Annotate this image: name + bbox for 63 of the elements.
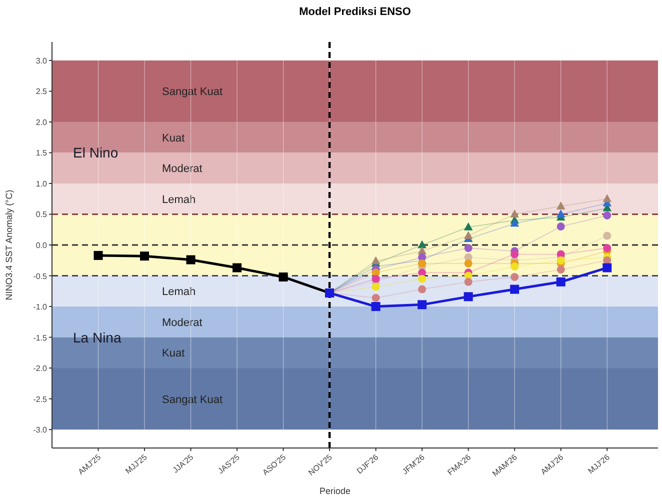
point <box>372 274 380 283</box>
y-tick-label: 0.0 <box>36 241 48 250</box>
annotation: La Nina <box>73 329 122 346</box>
y-tick-label: 0.5 <box>36 210 48 220</box>
y-tick-label: 3.0 <box>36 56 48 66</box>
y-tick-label: -1.0 <box>33 302 48 312</box>
y-tick-label: 1.0 <box>36 179 48 188</box>
point <box>556 277 566 286</box>
point <box>602 263 612 272</box>
point <box>510 262 519 271</box>
point <box>464 292 473 302</box>
band-label: Kuat <box>162 132 185 144</box>
point <box>418 274 426 283</box>
point <box>510 272 519 281</box>
x-axis-title: Periode <box>319 486 351 496</box>
band-label: Sangat Kuat <box>162 86 223 98</box>
point <box>510 218 519 227</box>
point <box>556 266 565 274</box>
point <box>418 300 427 310</box>
point <box>464 230 473 239</box>
point <box>603 211 612 220</box>
point <box>371 302 380 312</box>
point <box>464 222 473 230</box>
point <box>510 250 519 258</box>
point <box>510 284 520 294</box>
point <box>464 278 472 286</box>
chart-title: Model Prediksi ENSO <box>299 6 412 18</box>
point <box>556 222 565 231</box>
y-tick-label: -2.5 <box>33 394 48 404</box>
point <box>140 252 150 261</box>
y-tick-label: 2.0 <box>36 118 48 127</box>
y-tick-label: 1.5 <box>36 148 48 158</box>
point <box>372 282 380 291</box>
point <box>418 259 426 268</box>
point <box>418 240 426 248</box>
band-label: Lemah <box>162 286 196 298</box>
band-label: Lemah <box>162 194 196 206</box>
point <box>556 209 566 218</box>
point <box>603 232 612 240</box>
point <box>602 194 612 202</box>
point <box>464 244 472 252</box>
y-tick-label: -2.0 <box>33 364 48 374</box>
point <box>94 250 103 260</box>
point <box>232 263 242 272</box>
point <box>371 256 380 264</box>
y-tick-label: 2.5 <box>36 87 48 96</box>
point <box>556 201 566 210</box>
point <box>510 209 519 218</box>
band-label: Kuat <box>162 348 185 360</box>
point <box>603 244 612 252</box>
band-label: Moderat <box>162 163 202 176</box>
point <box>278 272 288 282</box>
point <box>186 255 196 264</box>
annotation: El Nino <box>73 144 118 161</box>
y-tick-label: -0.5 <box>33 272 48 281</box>
y-tick-label: -1.5 <box>33 333 48 342</box>
y-tick-label: -3.0 <box>33 426 48 435</box>
point <box>603 256 612 264</box>
point <box>372 294 380 302</box>
point <box>464 259 472 268</box>
y-axis-title: NINO3.4 SST Anomaly (°C) <box>4 190 14 300</box>
band-label: Moderat <box>162 316 202 329</box>
point <box>418 285 426 294</box>
